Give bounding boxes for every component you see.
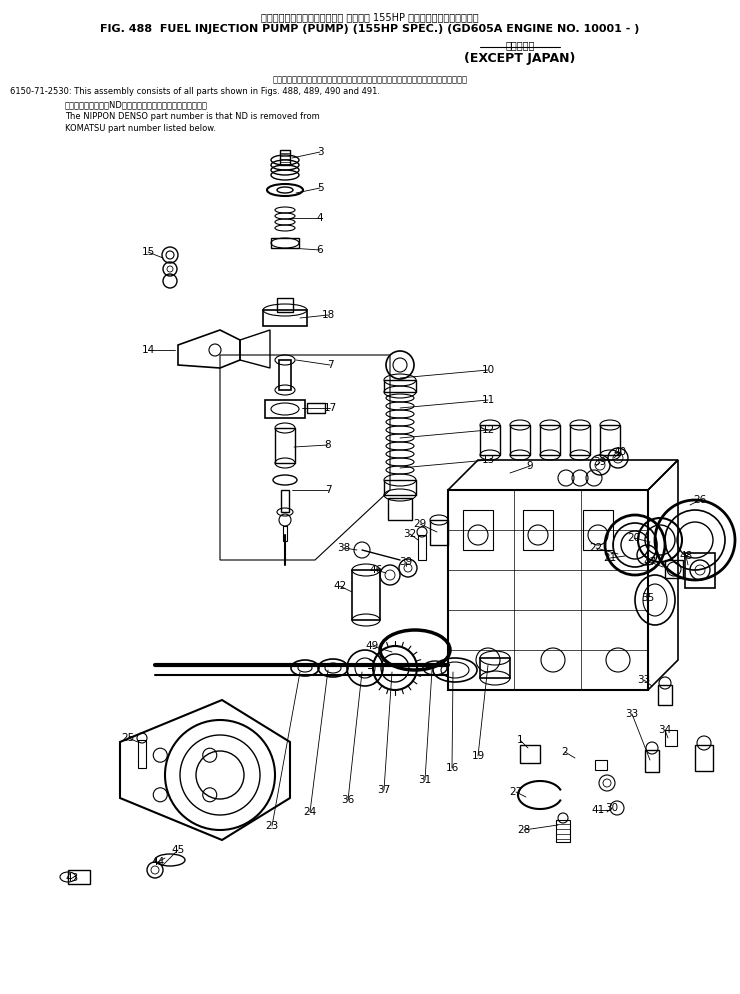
Bar <box>281 490 289 512</box>
Text: 40: 40 <box>613 447 627 457</box>
Text: 41: 41 <box>591 805 605 815</box>
Text: 30: 30 <box>605 803 619 813</box>
Text: 44: 44 <box>152 857 164 867</box>
Text: 24: 24 <box>303 807 317 817</box>
Bar <box>695 745 713 771</box>
Text: 2: 2 <box>562 747 568 757</box>
Bar <box>665 560 683 578</box>
Text: 48: 48 <box>679 551 693 561</box>
Bar <box>263 310 307 326</box>
Text: 29: 29 <box>414 519 427 529</box>
Bar <box>430 520 448 545</box>
Bar <box>307 403 325 413</box>
Text: 33: 33 <box>625 709 639 719</box>
Text: 3: 3 <box>317 147 323 157</box>
Text: 46: 46 <box>369 565 383 575</box>
Bar <box>271 238 299 248</box>
Text: 28: 28 <box>517 825 531 835</box>
Text: 4: 4 <box>317 213 323 223</box>
Bar <box>600 425 620 455</box>
Text: 33: 33 <box>637 675 650 685</box>
Bar <box>384 480 416 495</box>
Text: 35: 35 <box>642 593 655 603</box>
Text: 20: 20 <box>628 533 641 543</box>
Bar <box>384 380 416 392</box>
Text: 品番のメーカー記号NDを除いたものが日本電装の品番です。: 品番のメーカー記号NDを除いたものが日本電装の品番です。 <box>65 100 208 109</box>
Bar <box>448 490 648 690</box>
Text: 31: 31 <box>418 775 431 785</box>
Bar <box>463 510 493 550</box>
Text: このアセンブリの構成部品は第４８８、４８９、４９０および第４９１図を含みます。: このアセンブリの構成部品は第４８８、４８９、４９０および第４９１図を含みます。 <box>272 75 468 84</box>
Text: 16: 16 <box>445 763 459 773</box>
Text: 17: 17 <box>323 403 337 413</box>
Text: 26: 26 <box>693 495 707 505</box>
Bar <box>583 510 613 550</box>
Text: 6: 6 <box>317 245 323 255</box>
Text: 36: 36 <box>341 795 354 805</box>
Text: 15: 15 <box>141 247 155 257</box>
Text: 38: 38 <box>337 543 351 553</box>
Text: フェルインジェクションポンプ ポンプ　 155HP 仕様　　　　　　適用号機: フェルインジェクションポンプ ポンプ 155HP 仕様 適用号機 <box>261 12 479 22</box>
Bar <box>520 745 540 763</box>
Text: 23: 23 <box>266 821 279 831</box>
Bar <box>570 425 590 455</box>
Text: 6150-71-2530: This assembly consists of all parts shown in Figs. 488, 489, 490 a: 6150-71-2530: This assembly consists of … <box>10 87 380 96</box>
Text: 27: 27 <box>509 787 522 797</box>
Text: KOMATSU part number listed below.: KOMATSU part number listed below. <box>65 124 216 133</box>
Text: The NIPPON DENSO part number is that ND is removed from: The NIPPON DENSO part number is that ND … <box>65 112 320 121</box>
Bar <box>645 750 659 772</box>
Text: 47: 47 <box>643 557 656 567</box>
Bar <box>685 553 715 588</box>
Text: 13: 13 <box>482 455 494 465</box>
Text: 11: 11 <box>482 395 494 405</box>
Bar <box>510 425 530 455</box>
Text: 19: 19 <box>471 751 485 761</box>
Text: 1: 1 <box>517 735 523 745</box>
Bar <box>388 498 412 520</box>
Bar <box>523 510 553 550</box>
Bar <box>138 740 146 768</box>
Text: 22: 22 <box>589 543 602 553</box>
Text: 18: 18 <box>321 310 334 320</box>
Text: 5: 5 <box>317 183 323 193</box>
Bar <box>540 425 560 455</box>
Text: 8: 8 <box>325 440 332 450</box>
Bar <box>556 820 570 842</box>
Bar <box>277 298 293 312</box>
Text: 10: 10 <box>482 365 494 375</box>
Bar <box>480 658 510 678</box>
Bar <box>665 730 677 746</box>
Bar <box>275 428 295 463</box>
Text: 25: 25 <box>121 733 135 743</box>
Bar <box>595 760 607 770</box>
Bar <box>283 526 287 541</box>
Bar <box>480 425 500 455</box>
Bar <box>418 535 426 560</box>
Bar <box>68 870 90 884</box>
Text: 32: 32 <box>403 529 417 539</box>
Text: 9: 9 <box>527 461 534 471</box>
Text: 45: 45 <box>172 845 184 855</box>
Text: 7: 7 <box>326 360 333 370</box>
Text: 21: 21 <box>603 553 616 563</box>
Text: 49: 49 <box>366 641 379 651</box>
Text: 42: 42 <box>334 581 346 591</box>
Text: 14: 14 <box>141 345 155 355</box>
Text: 34: 34 <box>659 725 672 735</box>
Bar <box>265 400 305 418</box>
Text: 43: 43 <box>65 873 78 883</box>
Bar <box>352 570 380 620</box>
Bar <box>658 685 672 705</box>
Text: 37: 37 <box>377 785 391 795</box>
Text: (EXCEPT JAPAN): (EXCEPT JAPAN) <box>464 52 576 65</box>
Bar <box>280 150 290 165</box>
Text: 39: 39 <box>593 457 607 467</box>
Text: 39: 39 <box>400 557 413 567</box>
Bar <box>279 360 291 390</box>
Text: 7: 7 <box>325 485 332 495</box>
Text: FIG. 488  FUEL INJECTION PUMP (PUMP) (155HP SPEC.) (GD605A ENGINE NO. 10001 - ): FIG. 488 FUEL INJECTION PUMP (PUMP) (155… <box>101 24 639 34</box>
Text: 12: 12 <box>482 425 494 435</box>
Text: 海　外　向: 海 外 向 <box>505 40 535 50</box>
